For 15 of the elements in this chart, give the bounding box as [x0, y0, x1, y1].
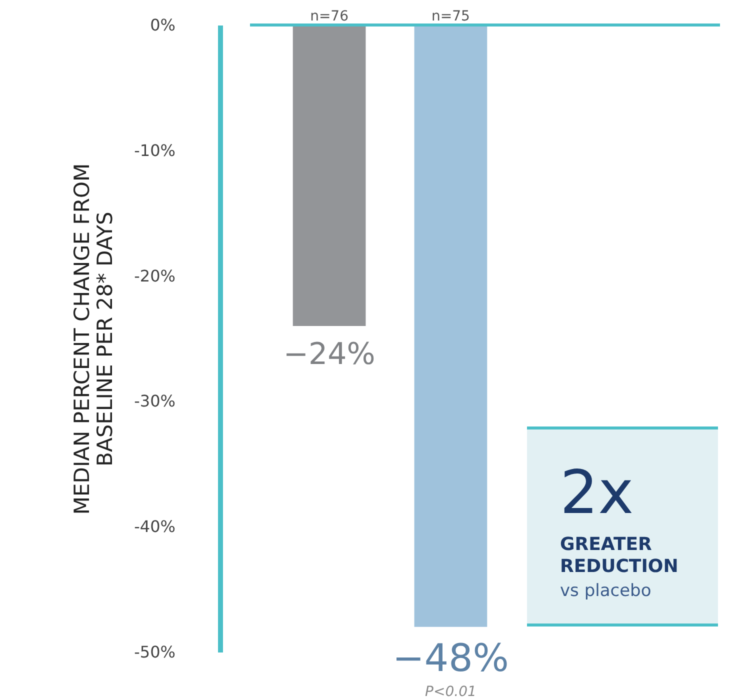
y-tick-label: -40%: [134, 517, 176, 536]
text: GREATER REDUCTION: [560, 534, 678, 577]
y-tick-label: -30%: [134, 392, 176, 411]
text: vs placebo: [560, 581, 652, 601]
data-label: −24%: [283, 336, 376, 372]
x-tick-label: n=76: [310, 8, 349, 24]
text: P<0.01: [425, 684, 476, 699]
y-tick-label: -10%: [134, 140, 176, 160]
y-tick-label: 0%: [150, 16, 176, 34]
text: 2x: [560, 458, 634, 528]
y-tick-label: -50%: [134, 642, 176, 662]
y-axis-title: MEDIAN PERCENT CHANGE FROM BASELINE PER 28* DAYS: [70, 163, 118, 515]
y-tick-label: -20%: [134, 266, 176, 286]
data-label: −48%: [392, 636, 509, 680]
x-tick-label: n=75: [432, 8, 470, 24]
